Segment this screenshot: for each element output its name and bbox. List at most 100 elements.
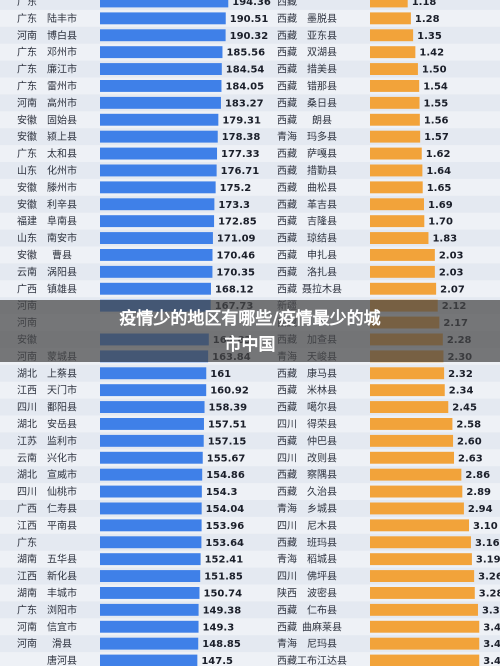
right-category-label: 佛坪县 — [307, 570, 337, 583]
right-region-label: 西藏 — [277, 64, 297, 76]
left-region-label: 湖北 — [17, 368, 37, 380]
right-value-label: 1.83 — [432, 234, 457, 245]
right-region-label: 西藏 — [277, 435, 297, 447]
left-region-label: 江西 — [17, 520, 37, 532]
right-category-label: 仁布县 — [307, 604, 337, 616]
left-region-label: 广东 — [17, 79, 37, 92]
right-value-label: 1.42 — [419, 48, 444, 59]
right-category-label: 稻城县 — [307, 554, 337, 566]
left-bar — [100, 502, 202, 515]
right-region-label: 西藏 — [277, 182, 297, 194]
right-value-label: 2.60 — [457, 436, 482, 447]
right-region-label: 西藏 — [277, 249, 297, 261]
right-value-label: 2.03 — [439, 250, 464, 261]
right-value-label: 3.28 — [479, 588, 500, 599]
right-category-label: 双湖县 — [307, 47, 337, 59]
right-value-label: 2.32 — [448, 369, 473, 380]
left-region-label: 广东 — [17, 46, 37, 59]
left-region-label: 四川 — [17, 403, 37, 414]
right-category-label: 错那县 — [307, 79, 337, 92]
right-value-label: 3.10 — [473, 521, 498, 532]
right-value-label: 2.58 — [456, 419, 481, 430]
right-category-label: 噶尔县 — [307, 401, 337, 414]
left-bar — [100, 468, 203, 481]
right-bar — [370, 519, 470, 532]
left-region-label: 福建 — [17, 215, 37, 228]
left-region-label: 安徽 — [17, 113, 37, 126]
left-value-label: 184.54 — [226, 65, 265, 76]
left-category-label: 平南县 — [47, 519, 77, 532]
left-category-label: 邓州市 — [47, 46, 77, 59]
left-value-label: 157.15 — [208, 436, 247, 447]
right-region-label: 西藏 — [277, 368, 297, 380]
right-value-label: 2.86 — [465, 470, 490, 481]
left-bar — [100, 519, 202, 532]
left-value-label: 157.51 — [208, 419, 247, 430]
right-value-label: 2.94 — [468, 504, 493, 515]
right-value-label: 3.16 — [475, 538, 500, 549]
right-region-label: 西藏 — [277, 621, 297, 633]
left-category-label: 兴化市 — [47, 451, 77, 464]
right-category-label: 久治县 — [307, 485, 337, 498]
left-value-label: 185.56 — [226, 48, 265, 59]
left-bar — [100, 367, 207, 380]
right-category-label: 桑日县 — [307, 97, 337, 109]
left-region-label: 广东 — [17, 536, 37, 549]
right-value-label: 1.35 — [417, 31, 442, 42]
right-category-label: 措勤县 — [307, 164, 337, 177]
right-bar — [370, 620, 480, 633]
right-bar — [370, 249, 435, 261]
left-bar — [100, 96, 221, 109]
left-region-label: 广西 — [17, 503, 37, 515]
left-value-label: 172.85 — [218, 217, 257, 228]
right-category-label: 曲麻莱县 — [302, 620, 342, 633]
right-bar — [370, 434, 454, 447]
left-region-label: 安徽 — [17, 130, 37, 143]
left-region-label: 广东 — [17, 603, 37, 616]
left-category-label: 仙桃市 — [47, 485, 77, 498]
left-value-label: 148.85 — [202, 639, 241, 650]
left-region-label: 湖北 — [17, 469, 37, 481]
row-band — [0, 0, 500, 10]
left-category-label: 监利市 — [47, 434, 77, 447]
left-bar — [100, 434, 204, 447]
left-region-label: 江西 — [17, 385, 37, 397]
right-region-label: 西藏 — [277, 486, 297, 498]
left-bar — [100, 451, 203, 464]
right-value-label: 2.34 — [449, 386, 474, 397]
left-category-label: 曹县 — [52, 248, 72, 261]
right-region-label: 西藏 — [277, 199, 297, 211]
overlay-title-line1: 疫情少的地区有哪些/疫情最少的城 — [119, 309, 381, 329]
left-region-label: 湖北 — [17, 418, 37, 430]
left-category-label: 陆丰市 — [47, 12, 77, 25]
right-bar — [370, 215, 425, 228]
right-category-label: 察隅县 — [307, 468, 337, 481]
left-category-label: 阜南县 — [47, 215, 77, 228]
right-value-label: 1.70 — [428, 217, 453, 228]
left-category-label: 信宜市 — [47, 620, 77, 633]
right-bar — [370, 485, 463, 498]
left-bar — [100, 587, 200, 599]
left-region-label: 江苏 — [17, 434, 37, 447]
left-region-label: 湖南 — [17, 553, 37, 566]
right-category-label: 萨嘎县 — [307, 148, 337, 160]
left-category-label: 固始县 — [47, 113, 77, 126]
right-region-label: 四川 — [277, 572, 297, 583]
left-value-label: 151.85 — [204, 572, 243, 583]
left-category-label: 上蔡县 — [47, 367, 77, 380]
left-value-label: 150.74 — [203, 588, 242, 599]
overlay-title: 疫情少的地区有哪些/疫情最少的城 市中国 — [0, 306, 500, 358]
right-category-label: 曲松县 — [307, 181, 337, 194]
left-bar — [100, 536, 202, 549]
right-region-label: 西藏 — [277, 402, 297, 414]
right-value-label: 1.50 — [422, 65, 447, 76]
right-region-label: 西藏 — [277, 266, 297, 278]
right-bar — [370, 46, 416, 59]
left-bar — [100, 113, 219, 126]
left-bar — [100, 401, 205, 413]
right-region-label: 西藏 — [277, 80, 297, 92]
right-category-label: 尼木县 — [307, 520, 337, 532]
left-value-label: 161 — [210, 369, 231, 380]
left-value-label: 155.67 — [207, 453, 246, 464]
right-value-label: 1.62 — [426, 149, 451, 160]
